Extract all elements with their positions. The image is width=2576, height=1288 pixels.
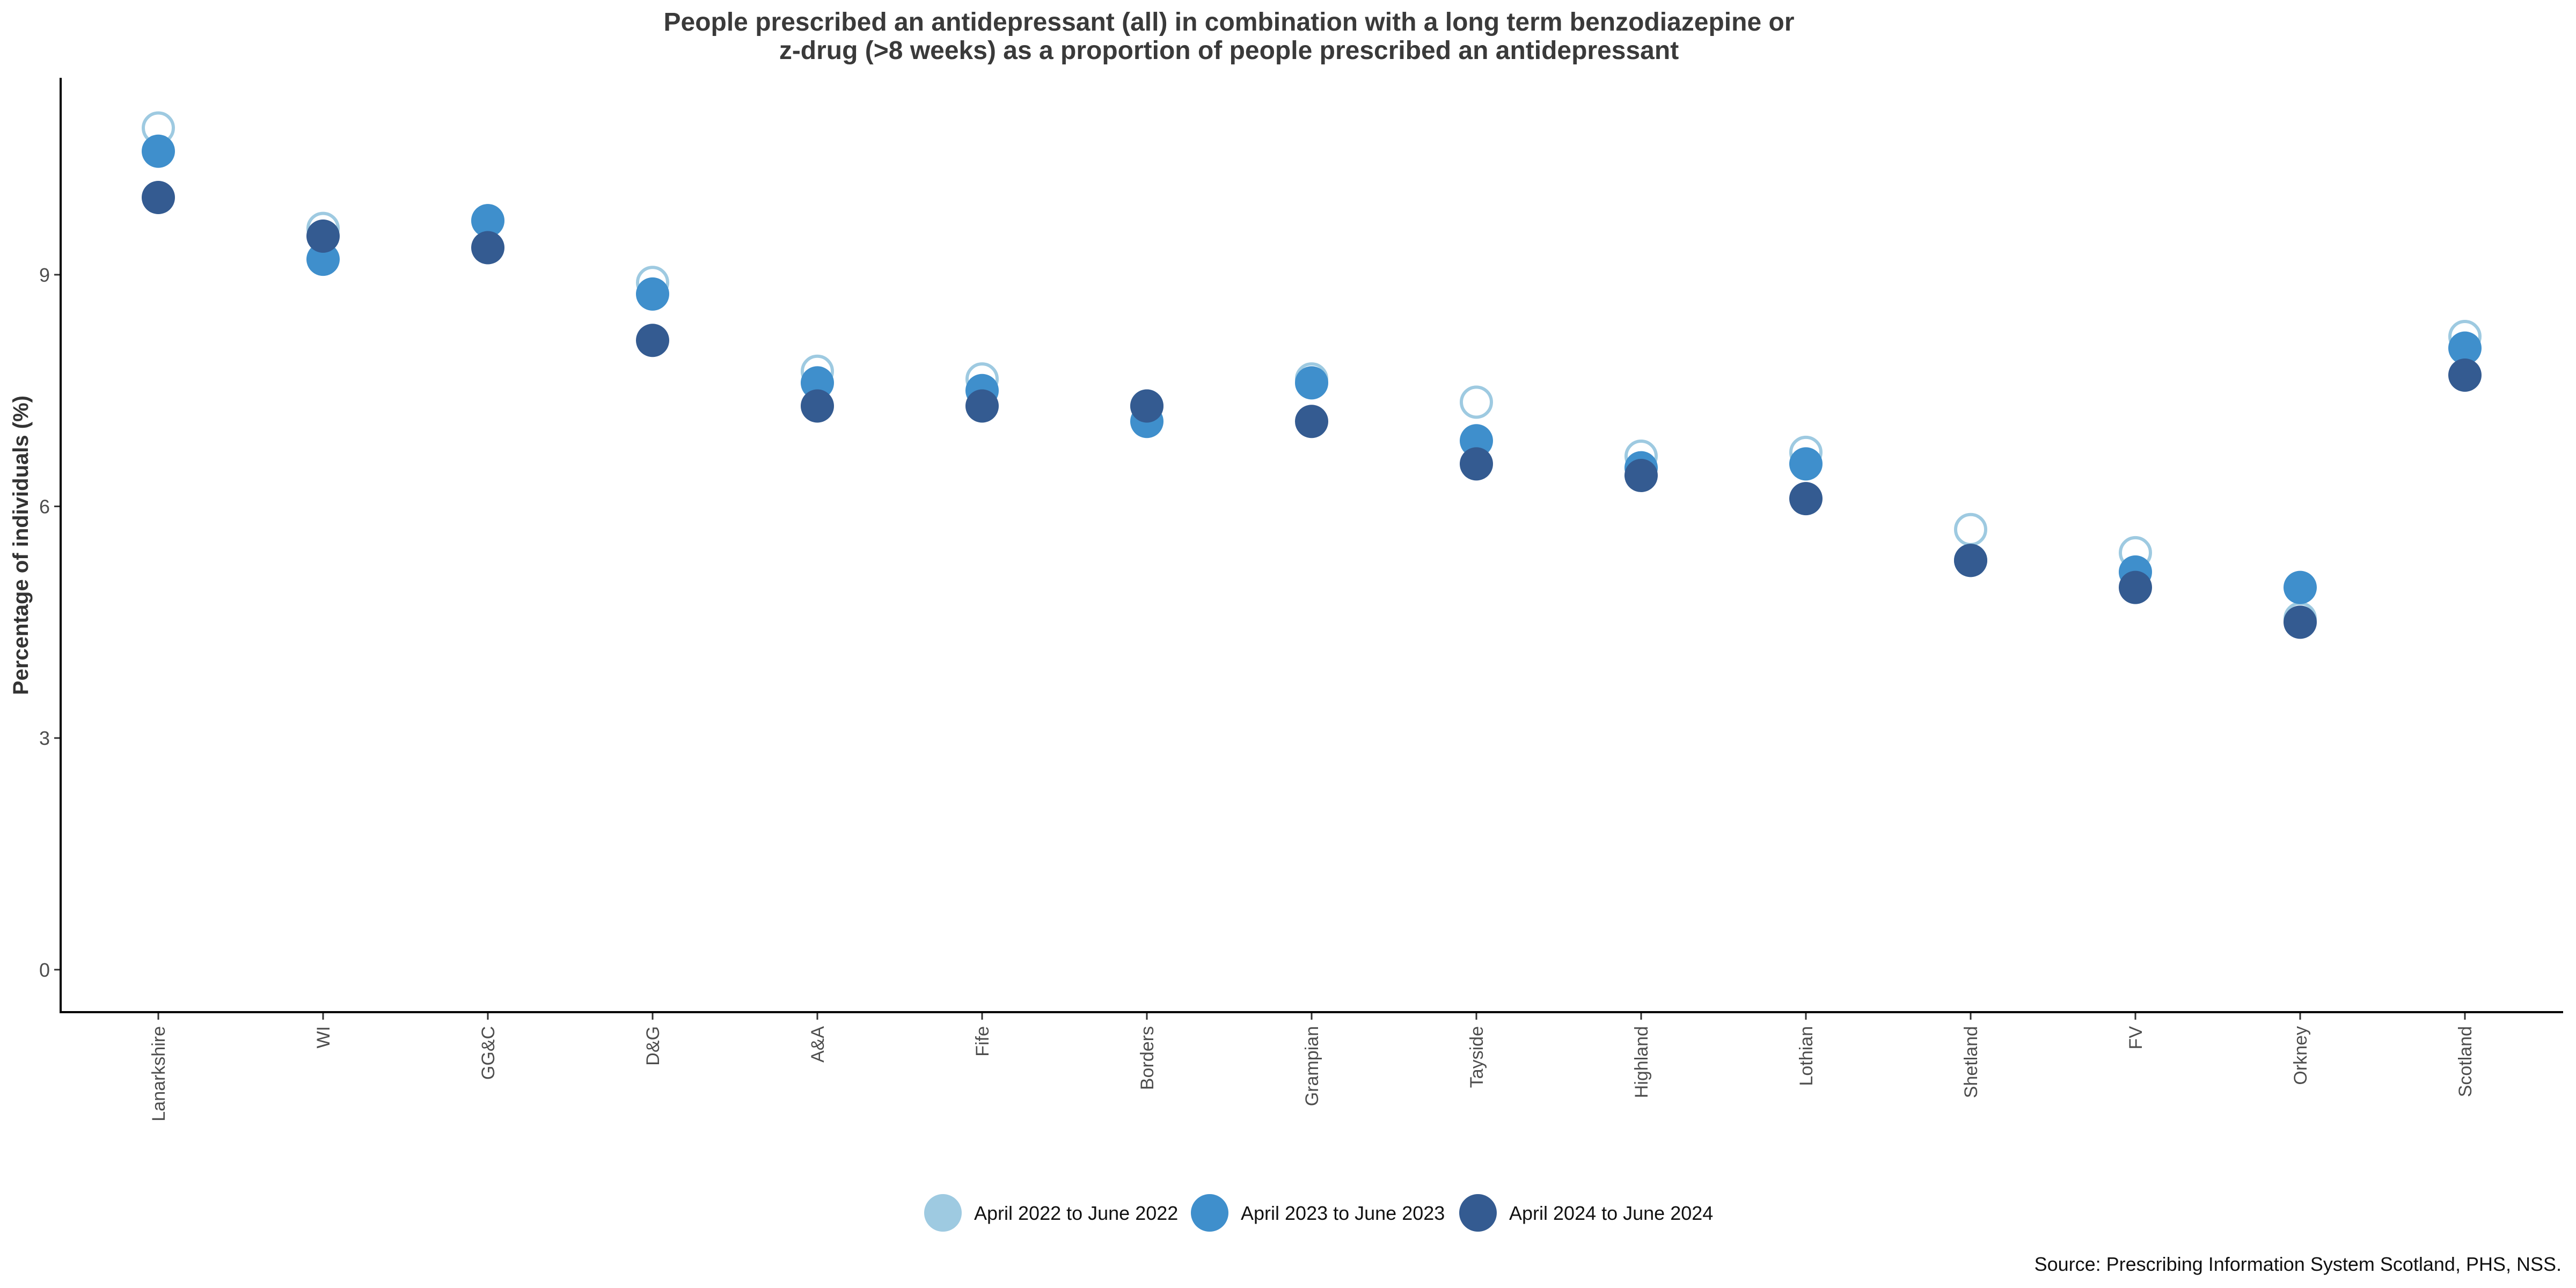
y-tick-label: 6 [39,496,50,518]
data-point [1789,447,1823,481]
data-point [1460,385,1493,419]
legend: April 2022 to June 2022 April 2023 to Jun… [924,1194,1713,1232]
chart-title-line-1: People prescribed an antidepressant (all… [663,8,1794,36]
x-tick-label: FV [2126,1026,2146,1050]
x-tick-label: Orkney [2290,1026,2311,1085]
data-point [801,366,834,400]
data-point [1295,366,1328,400]
data-point [1789,482,1823,516]
data-point [471,204,504,238]
data-point [142,134,175,168]
data-point [2284,570,2317,604]
y-axis-label: Percentage of individuals (%) [9,396,33,695]
legend-swatch [924,1194,962,1232]
data-point [142,181,175,215]
data-points [142,111,2482,639]
data-point [1624,459,1658,493]
x-tick-label: GG&C [478,1026,499,1080]
chart-title: People prescribed an antidepressant (all… [663,8,1794,65]
legend-swatch [1459,1194,1497,1232]
data-point [306,219,340,253]
x-tick-label: Grampian [1302,1026,1322,1106]
y-tick-label: 3 [39,727,50,749]
x-tick-label: Highland [1631,1026,1652,1098]
data-point [2284,605,2317,639]
y-tick-label: 0 [39,959,50,981]
x-tick-label: A&A [808,1026,828,1063]
data-point [1954,513,1987,546]
legend-label: April 2024 to June 2024 [1509,1202,1713,1224]
data-point [1460,447,1493,481]
data-point [2448,358,2482,392]
x-tick-label: D&G [643,1026,663,1066]
data-point [306,243,340,276]
legend-swatch [1191,1194,1228,1232]
data-point [965,389,999,423]
data-point [636,324,669,357]
data-point [1460,424,1493,458]
x-tick-label: Scotland [2455,1026,2476,1097]
chart-title-line-2: z-drug (>8 weeks) as a proportion of peo… [779,36,1679,65]
x-tick-label: WI [313,1026,334,1049]
x-tick-label: Borders [1137,1026,1158,1090]
data-point [2448,331,2482,365]
x-axis-ticks: Lanarkshire WI GG&C D&G A&A Fife Borders Grampi… [149,1013,2476,1122]
x-tick-label: Lanarkshire [149,1026,169,1122]
y-axis-ticks: 0 3 6 9 [39,264,61,981]
data-point [1954,544,1987,577]
legend-label: April 2022 to June 2022 [974,1202,1178,1224]
data-point [471,231,504,265]
y-tick-label: 9 [39,264,50,286]
data-point [801,389,834,423]
data-point [1130,389,1163,423]
x-tick-label: Shetland [1961,1026,1981,1098]
legend-label: April 2023 to June 2023 [1241,1202,1445,1224]
x-tick-label: Tayside [1467,1026,1487,1088]
data-point [2119,570,2152,604]
data-point [1295,405,1328,438]
x-tick-label: Lothian [1796,1026,1817,1086]
data-point [636,277,669,311]
x-tick-label: Fife [972,1026,993,1057]
source-note: Source: Prescribing Information System S… [2035,1253,2562,1275]
